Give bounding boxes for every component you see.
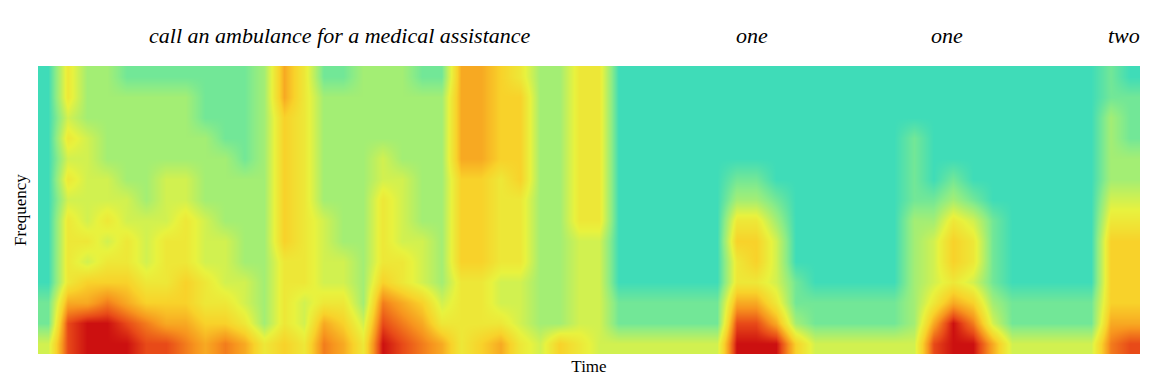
svg-text:two: two [1108, 23, 1140, 48]
svg-text:call an ambulance for a medica: call an ambulance for a medical assistan… [149, 23, 531, 48]
svg-text:Time: Time [571, 357, 606, 376]
svg-text:Frequency: Frequency [11, 174, 30, 246]
svg-text:one: one [931, 23, 963, 48]
svg-text:one: one [736, 23, 768, 48]
